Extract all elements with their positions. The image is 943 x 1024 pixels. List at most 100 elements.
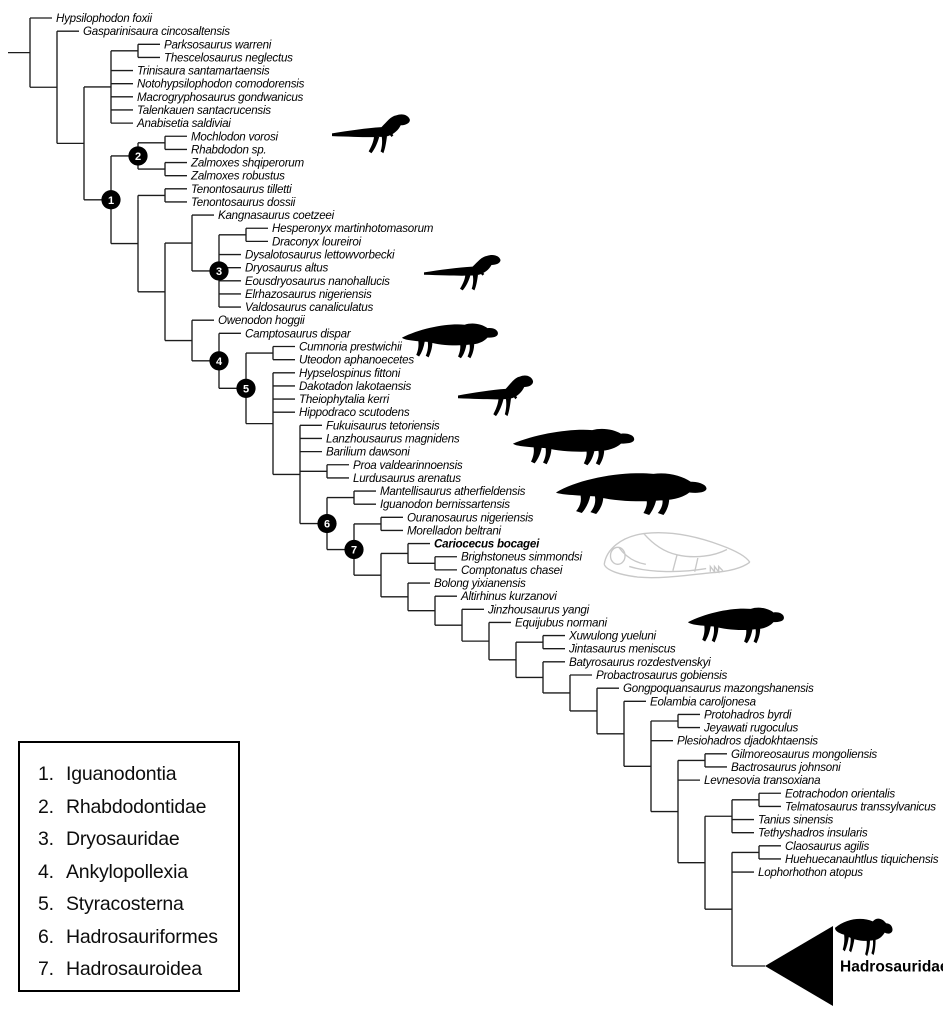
taxon-label: Gongpoquansaurus mazongshanensis [623, 682, 814, 695]
taxon-label: Eolambia caroljonesa [650, 695, 757, 708]
dryosaurid-silhouette-path [424, 254, 501, 291]
taxon-label: Jinzhousaurus yangi [487, 603, 590, 616]
taxon-label: Equijubus normani [515, 616, 607, 629]
styracosternan-silhouette [458, 375, 534, 417]
taxon-label: Ouranosaurus nigeriensis [407, 511, 534, 524]
taxon-label: Tenontosaurus dossii [191, 196, 296, 209]
camptosaurid-silhouette-path [402, 323, 498, 359]
clade-marker-number-3: 3 [216, 266, 222, 278]
hadrosaurid-silhouette [835, 918, 893, 957]
clade-marker-number-5: 5 [243, 383, 249, 395]
legend-item-styracosterna: 5. Styracosterna [38, 893, 238, 926]
legend-item-number: 6. [38, 925, 54, 948]
legend-item-hadrosauroidea: 7. Hadrosauroidea [38, 958, 238, 991]
legend-item-hadrosauriformes: 6. Hadrosauriformes [38, 926, 238, 959]
iguanodontian-silhouette-path [513, 428, 635, 466]
taxon-label: Tethyshadros insularis [758, 827, 868, 840]
legend-item-label: Dryosauridae [66, 828, 180, 850]
taxon-label: Protohadros byrdi [704, 708, 792, 721]
taxon-label: Draconyx loureiroi [272, 235, 362, 248]
legend-item-number: 3. [38, 828, 54, 850]
legend-item-label: Styracosterna [66, 893, 184, 915]
taxon-label: Bolong yixianensis [434, 577, 526, 590]
camptosaurid-silhouette [402, 323, 498, 359]
taxon-label: Bactrosaurus johnsoni [731, 761, 841, 774]
legend-item-label: Hadrosauriformes [66, 925, 218, 948]
legend-item-label: Iguanodontia [66, 763, 177, 785]
hadrosauridae-collapsed-triangle [765, 926, 833, 1006]
iguanodon-silhouette [556, 473, 707, 516]
clade-marker-number-2: 2 [135, 151, 141, 163]
legend-item-dryosauridae: 3. Dryosauridae [38, 828, 238, 861]
taxon-label: Comptonatus chasei [461, 564, 563, 577]
taxon-label: Tenontosaurus tilletti [191, 183, 292, 196]
taxon-label: Uteodon aphanoecetes [299, 354, 414, 367]
legend-item-number: 4. [38, 860, 54, 883]
clade-marker-6 [317, 513, 337, 534]
taxon-label: Brighstoneus simmondsi [461, 551, 582, 564]
taxon-label: Rhabdodon sp. [191, 143, 266, 156]
taxon-label: Claosaurus agilis [785, 840, 869, 853]
hadrosauridae-label: Hadrosauridae [840, 959, 943, 976]
legend-item-rhabdodontidae: 2. Rhabdodontidae [38, 796, 238, 829]
legend-item-number: 7. [38, 958, 54, 980]
hadrosauroid-silhouette-path [688, 607, 784, 644]
taxon-label: Levnesovia transoxiana [704, 774, 821, 787]
taxon-label: Plesiohadros djadokhtaensis [677, 735, 818, 748]
taxon-label: Lurdusaurus arenatus [353, 472, 461, 485]
clade-marker-number-6: 6 [324, 519, 330, 531]
taxon-label: Macrogryphosaurus gondwanicus [137, 91, 304, 104]
taxon-label: Kangnasaurus coetzeei [218, 209, 335, 222]
taxon-label: Hippodraco scutodens [299, 406, 410, 419]
taxon-label: Mantellisaurus atherfieldensis [380, 485, 526, 498]
taxon-label: Hypsilophodon foxii [56, 12, 152, 25]
taxon-label: Dysalotosaurus lettowvorbecki [245, 249, 395, 262]
taxon-label: Iguanodon bernissartensis [380, 498, 510, 511]
iguanodon-silhouette-path [556, 473, 707, 516]
hadrosauroid-silhouette [688, 607, 784, 644]
taxon-label: Theiophytalia kerri [299, 393, 390, 406]
taxon-label: Altirhinus kurzanovi [460, 590, 557, 603]
taxon-label: Eousdryosaurus nanohallucis [245, 275, 390, 288]
taxon-label: Zalmoxes shqiperorum [190, 157, 305, 170]
taxon-label: Hypselospinus fittoni [299, 367, 401, 380]
taxon-label: Eotrachodon orientalis [785, 787, 895, 800]
taxon-label: Anabisetia saldiviai [136, 117, 231, 130]
iguanodontian-silhouette [513, 428, 635, 466]
taxon-label: Hesperonyx martinhotomasorum [272, 222, 434, 235]
taxon-label: Cariocecus bocagei [434, 538, 540, 551]
clade-marker-4 [209, 351, 229, 371]
taxon-label: Thescelosaurus neglectus [164, 51, 293, 64]
legend-item-number: 1. [38, 763, 54, 785]
taxon-label: Notohypsilophodon comodorensis [137, 78, 305, 91]
taxon-label: Jintasaurus meniscus [568, 643, 676, 656]
taxon-label: Camptosaurus dispar [245, 327, 352, 340]
taxon-label: Parksosaurus warreni [164, 38, 272, 51]
clade-legend: 1. Iguanodontia 2. Rhabdodontidae 3. Dryosaur… [18, 741, 240, 992]
hadrosaurid-silhouette-path [835, 918, 893, 957]
taxon-label: Telmatosaurus transsylvanicus [785, 800, 936, 813]
clade-marker-7 [344, 539, 364, 560]
clade-marker-1 [101, 190, 121, 210]
taxon-label: Xuwulong yueluni [568, 630, 657, 643]
legend-item-label: Ankylopollexia [66, 860, 188, 883]
clade-marker-number-4: 4 [216, 356, 223, 368]
taxon-label: Batyrosaurus rozdestvenskyi [569, 656, 711, 669]
rhabdodontid-silhouette [332, 114, 410, 154]
taxon-label: Gilmoreosaurus mongoliensis [731, 748, 877, 761]
clade-marker-number-7: 7 [351, 545, 357, 557]
legend-item-iguanodontia: 1. Iguanodontia [38, 763, 238, 796]
legend-item-label: Hadrosauroidea [66, 958, 202, 980]
taxon-label: Morelladon beltrani [407, 524, 502, 537]
clade-marker-number-1: 1 [108, 195, 114, 207]
clade-marker-2 [128, 146, 148, 166]
taxon-label: Lanzhousaurus magnidens [326, 432, 460, 445]
legend-item-number: 2. [38, 795, 54, 818]
taxon-label: Zalmoxes robustus [190, 170, 285, 183]
taxon-label: Elrhazosaurus nigeriensis [245, 288, 372, 301]
taxon-label: Jeyawati rugoculus [703, 722, 799, 735]
taxon-label: Trinisaura santamartaensis [137, 65, 270, 78]
cariocecus-skull-sketch [603, 532, 751, 579]
